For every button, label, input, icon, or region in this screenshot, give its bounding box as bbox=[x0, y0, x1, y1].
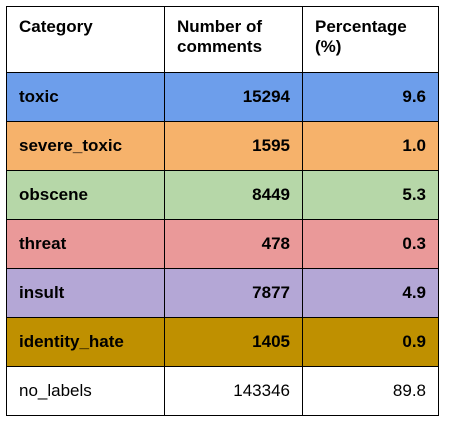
header-number-of-comments: Number of comments bbox=[164, 6, 303, 73]
cell-category: threat bbox=[6, 219, 165, 269]
cell-percentage: 1.0 bbox=[302, 121, 439, 171]
cell-count: 1405 bbox=[164, 317, 303, 367]
table-row: no_labels 143346 89.8 bbox=[6, 366, 439, 416]
cell-category: identity_hate bbox=[6, 317, 165, 367]
cell-percentage: 0.3 bbox=[302, 219, 439, 269]
table-row: obscene 8449 5.3 bbox=[6, 170, 439, 220]
cell-count: 478 bbox=[164, 219, 303, 269]
cell-count: 1595 bbox=[164, 121, 303, 171]
cell-percentage: 89.8 bbox=[302, 366, 439, 416]
cell-count: 143346 bbox=[164, 366, 303, 416]
table-row: identity_hate 1405 0.9 bbox=[6, 317, 439, 367]
cell-category: obscene bbox=[6, 170, 165, 220]
cell-category: toxic bbox=[6, 72, 165, 122]
cell-percentage: 5.3 bbox=[302, 170, 439, 220]
header-category: Category bbox=[6, 6, 165, 73]
table-row: threat 478 0.3 bbox=[6, 219, 439, 269]
table-header-row: Category Number of comments Percentage (… bbox=[6, 6, 439, 73]
cell-category: severe_toxic bbox=[6, 121, 165, 171]
category-stats-table: Category Number of comments Percentage (… bbox=[6, 6, 439, 416]
table-row: toxic 15294 9.6 bbox=[6, 72, 439, 122]
cell-count: 15294 bbox=[164, 72, 303, 122]
cell-count: 8449 bbox=[164, 170, 303, 220]
cell-percentage: 4.9 bbox=[302, 268, 439, 318]
table-row: insult 7877 4.9 bbox=[6, 268, 439, 318]
header-percentage: Percentage (%) bbox=[302, 6, 439, 73]
cell-count: 7877 bbox=[164, 268, 303, 318]
cell-category: insult bbox=[6, 268, 165, 318]
cell-percentage: 9.6 bbox=[302, 72, 439, 122]
cell-percentage: 0.9 bbox=[302, 317, 439, 367]
cell-category: no_labels bbox=[6, 366, 165, 416]
table-row: severe_toxic 1595 1.0 bbox=[6, 121, 439, 171]
